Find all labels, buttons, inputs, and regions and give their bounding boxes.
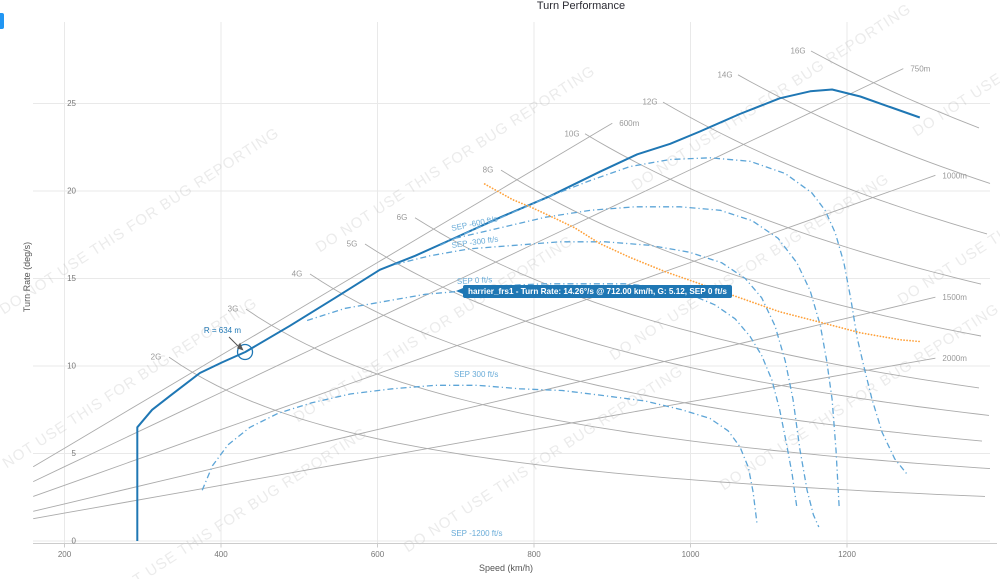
collapsed-panel-handle[interactable] — [0, 13, 4, 29]
x-tick-label: 600 — [371, 550, 385, 559]
radius-marker-arrowhead-icon — [237, 342, 244, 351]
g-load-line-8 — [500, 169, 982, 337]
turn-radius-label: 600m — [619, 119, 639, 128]
series-orange_dotted[interactable] — [483, 183, 921, 343]
turn-radius-line-750 — [33, 68, 904, 483]
sep-label: SEP -600 ft/s — [451, 214, 499, 233]
sep-label: SEP 300 ft/s — [454, 370, 498, 379]
g-load-line-6 — [414, 217, 980, 389]
x-tick-label: 400 — [214, 550, 228, 559]
y-tick-label: 10 — [67, 362, 76, 371]
watermark-text: DO NOT USE THIS FOR BUG REPORTING — [401, 362, 687, 556]
turn-radius-line-1000 — [33, 174, 936, 497]
y-tick-label: 5 — [72, 449, 77, 458]
g-load-line-5 — [364, 243, 990, 416]
series-sep_plus300[interactable] — [201, 384, 758, 524]
series-sep_top[interactable] — [439, 157, 908, 475]
x-tick-label: 800 — [527, 550, 541, 559]
g-load-label: 8G — [483, 166, 494, 175]
turn-radius-label: 750m — [910, 65, 930, 74]
g-load-label: 10G — [564, 129, 579, 138]
chart-title: Turn Performance — [536, 0, 626, 12]
watermark-text: DO NOT USE THIS FOR BUG REPORTING — [607, 170, 893, 364]
radius-annotation-label: R = 634 m — [204, 326, 241, 335]
g-load-line-2 — [168, 356, 986, 497]
watermark-text: DO NOT USE THIS FOR BUG REPORTING — [0, 124, 282, 318]
x-tick-label: 1000 — [682, 550, 700, 559]
g-load-line-16 — [810, 50, 980, 129]
g-load-label: 2G — [151, 353, 162, 362]
hover-tooltip: harrier_frs1 - Turn Rate: 14.26°/s @ 712… — [463, 285, 732, 298]
watermark-text: DO NOT USE THIS FOR BUG REPORTING — [895, 114, 1000, 308]
x-tick-label: 1200 — [838, 550, 856, 559]
g-load-label: 5G — [347, 239, 358, 248]
turn-radius-line-1500 — [33, 296, 936, 512]
g-load-label: 6G — [397, 213, 408, 222]
turn-radius-label: 1000m — [942, 171, 967, 180]
tooltip-pointer-icon — [456, 288, 463, 294]
watermark-text: DO NOT USE THIS FOR BUG REPORTING — [717, 300, 1000, 494]
g-load-line-4 — [309, 273, 983, 442]
turn-radius-label: 2000m — [942, 354, 967, 363]
series-sep_minus600[interactable] — [454, 206, 840, 508]
g-load-label: 12G — [642, 98, 657, 107]
radius-marker-circle[interactable] — [236, 343, 254, 361]
sep-label: SEP 0 ft/s — [457, 275, 493, 286]
g-load-line-3 — [245, 308, 991, 470]
g-load-label: 16G — [790, 46, 805, 55]
y-tick-label: 15 — [67, 274, 76, 283]
g-load-line-12 — [662, 101, 988, 235]
x-axis-title: Speed (km/h) — [478, 563, 534, 573]
g-load-label: 14G — [717, 70, 732, 79]
y-tick-label: 25 — [67, 99, 76, 108]
sep-label: SEP -1200 ft/s — [451, 529, 502, 538]
g-load-label: 3G — [228, 305, 239, 314]
y-tick-label: 20 — [67, 187, 76, 196]
series-sep_minus300[interactable] — [394, 241, 820, 528]
g-load-label: 4G — [292, 270, 303, 279]
watermark-text: DO NOT USE THIS FOR BUG REPORTING — [629, 0, 915, 194]
turn-radius-line-600 — [32, 122, 613, 468]
x-tick-label: 200 — [58, 550, 72, 559]
turn-radius-label: 1500m — [942, 293, 967, 302]
g-load-line-10 — [584, 133, 982, 285]
y-tick-label: 0 — [72, 537, 77, 546]
